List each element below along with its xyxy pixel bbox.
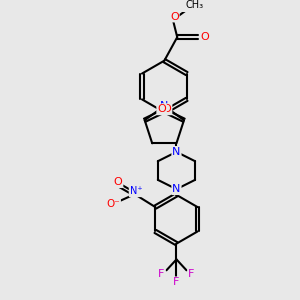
Text: O: O — [157, 104, 166, 114]
Text: N: N — [172, 147, 181, 157]
Text: O: O — [200, 32, 209, 42]
Text: O: O — [170, 11, 179, 22]
Text: O⁻: O⁻ — [106, 199, 120, 209]
Text: F: F — [158, 269, 165, 279]
Text: N: N — [160, 101, 169, 111]
Text: N: N — [172, 184, 181, 194]
Text: F: F — [173, 277, 180, 287]
Text: F: F — [188, 269, 195, 279]
Text: O: O — [114, 177, 122, 187]
Text: O: O — [163, 104, 171, 114]
Text: CH₃: CH₃ — [186, 0, 204, 10]
Text: N⁺: N⁺ — [130, 186, 142, 196]
